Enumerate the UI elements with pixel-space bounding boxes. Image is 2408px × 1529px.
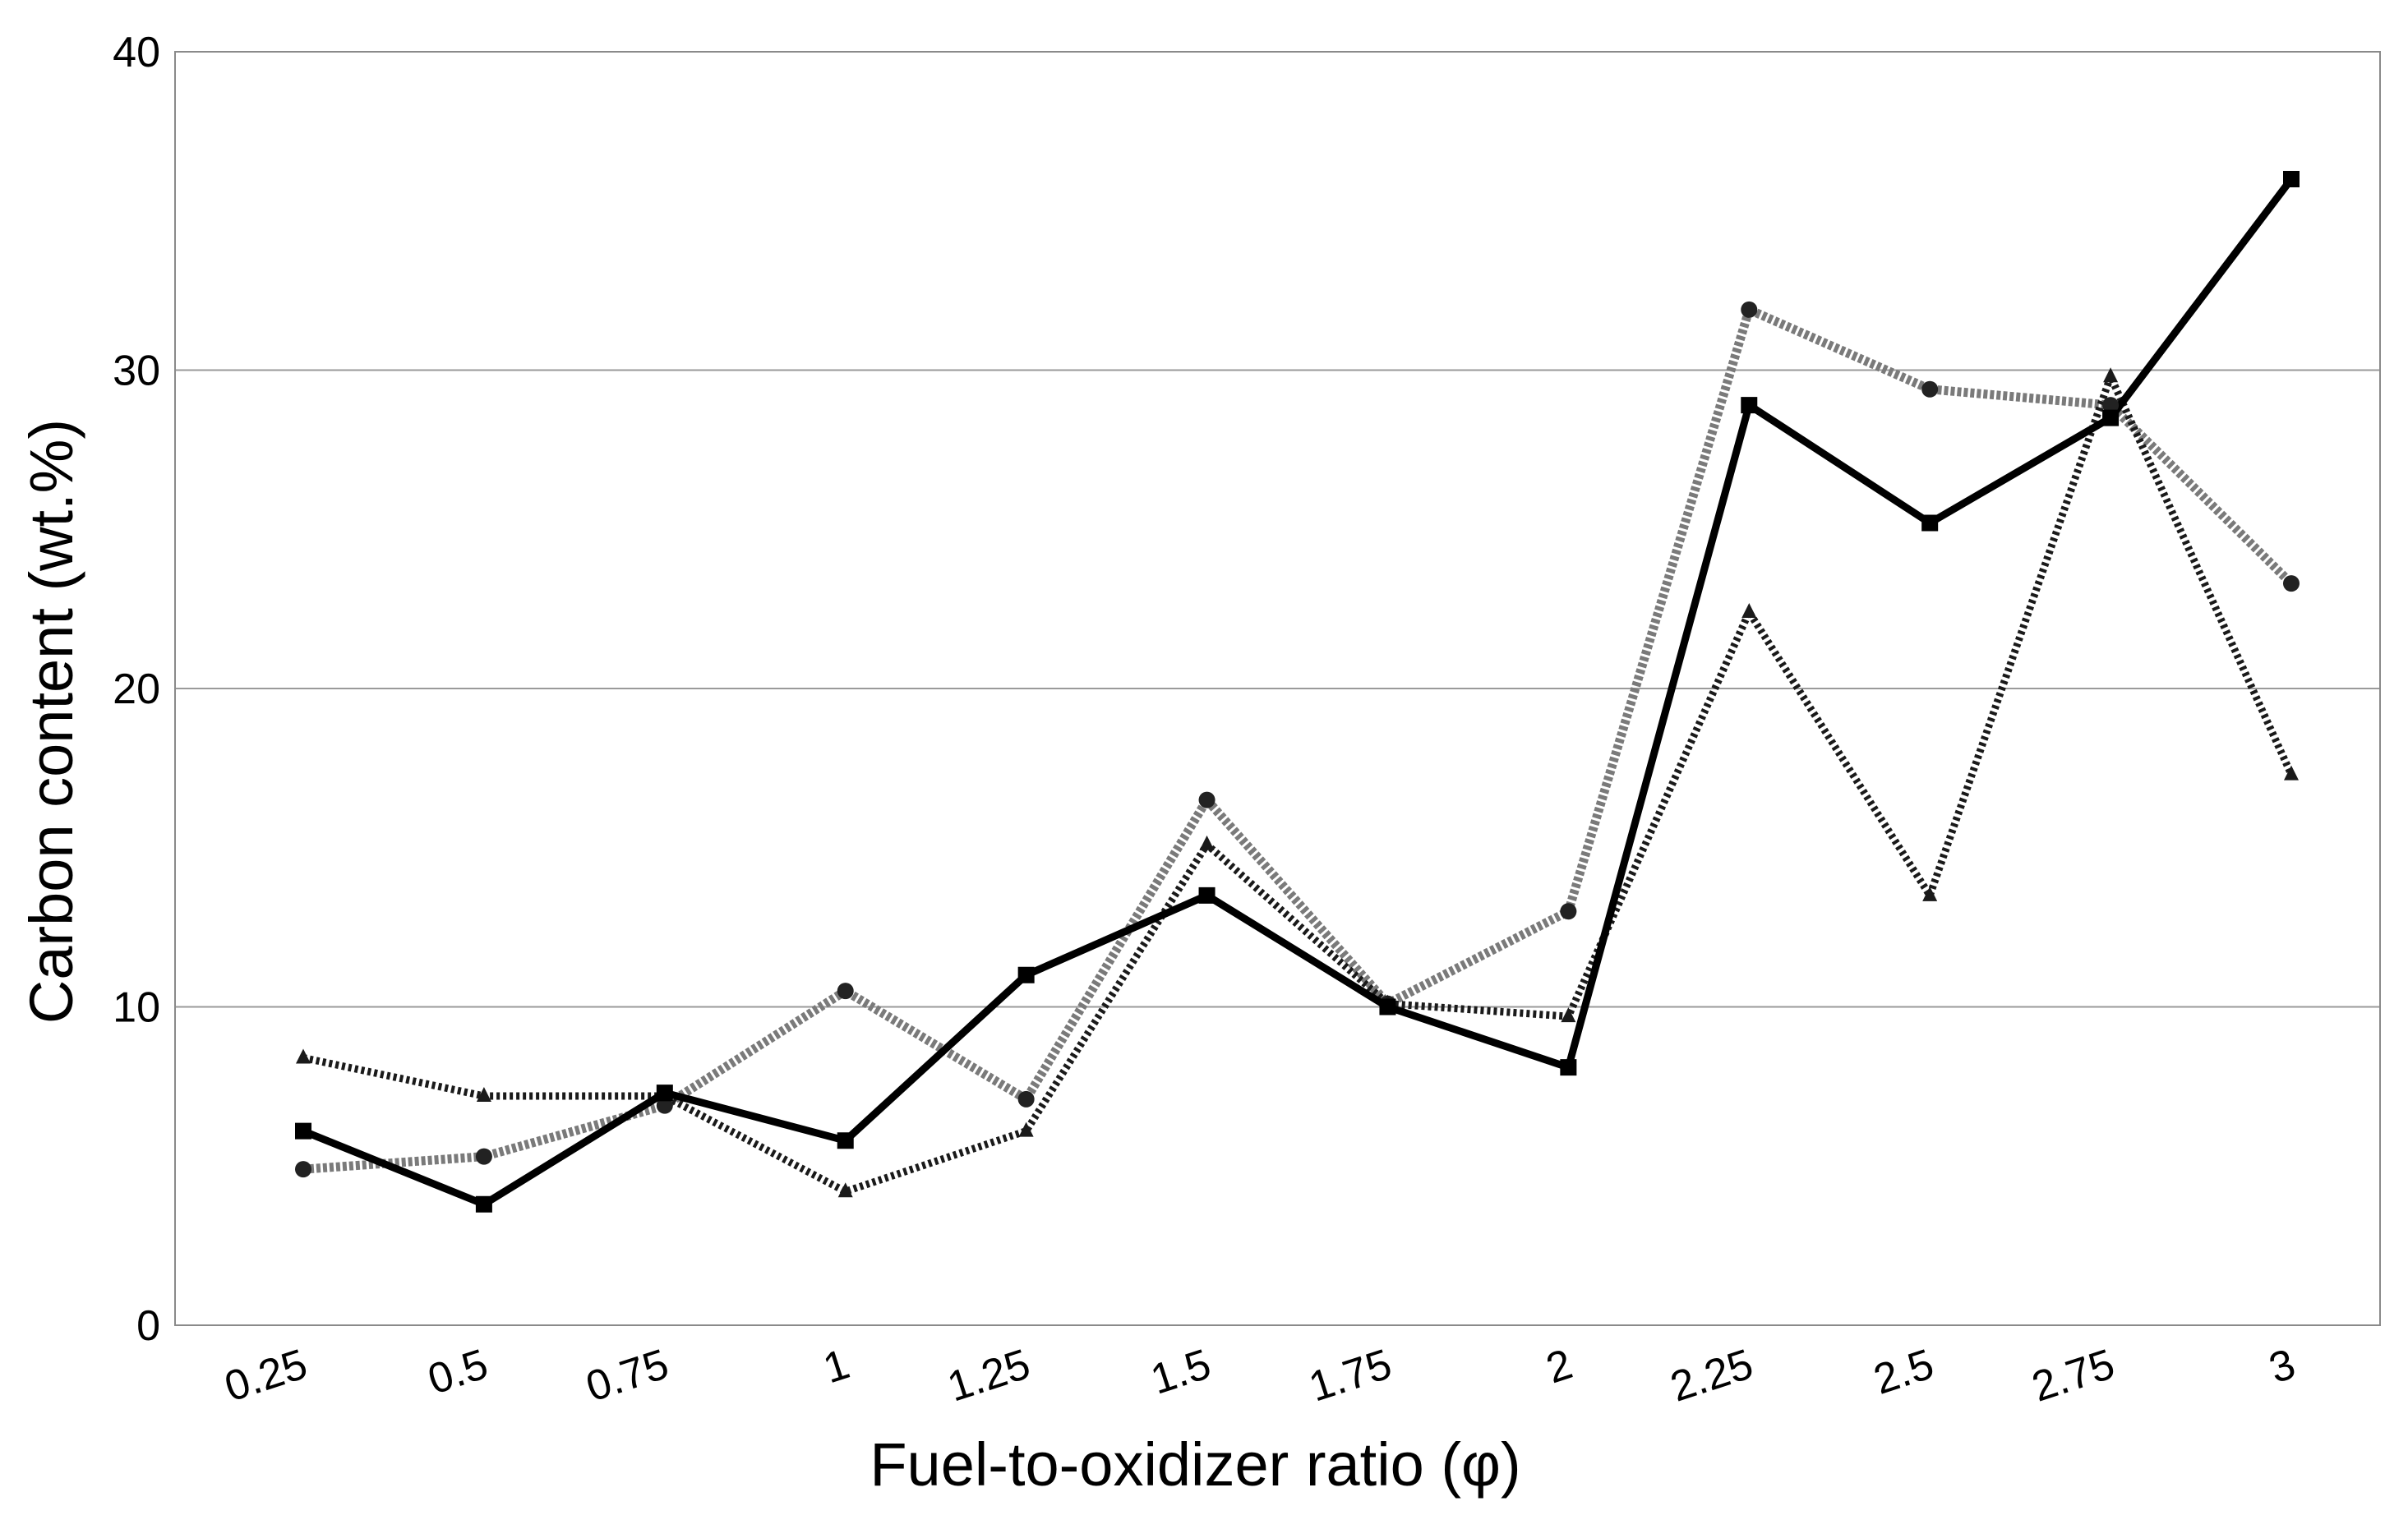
data-point-s3-1 <box>837 1182 853 1198</box>
y-tick-label: 30 <box>113 348 160 395</box>
y-tick-label: 10 <box>113 984 160 1032</box>
y-tick-label: 20 <box>113 665 160 713</box>
data-point-s1-0.25 <box>295 1122 311 1140</box>
data-point-s2-2.25 <box>1741 301 1758 318</box>
y-axis-tick-labels: 0 10 20 30 40 <box>113 29 160 1350</box>
data-point-s1-1.25 <box>1017 966 1035 983</box>
series-line-1 <box>302 177 2295 1209</box>
data-point-s1-0.75 <box>656 1085 673 1102</box>
data-point-s1-2 <box>1560 1059 1577 1076</box>
data-point-s1-0.5 <box>475 1195 492 1213</box>
data-point-s1-1.75 <box>1379 998 1396 1015</box>
data-point-s1-2.75 <box>2102 409 2120 426</box>
data-point-s3-1.25 <box>1018 1121 1034 1137</box>
data-point-s2-0.5 <box>475 1148 492 1165</box>
y-tick-label: 0 <box>136 1302 160 1350</box>
data-point-s2-1 <box>837 983 854 1000</box>
data-point-s3-0.25 <box>296 1048 311 1064</box>
y-tick-label: 40 <box>113 29 160 76</box>
data-point-s3-2.75 <box>2103 367 2119 383</box>
data-point-s2-2.5 <box>1921 380 1939 398</box>
data-point-s3-0.5 <box>476 1087 491 1102</box>
data-point-s1-1 <box>837 1132 854 1149</box>
data-point-s2-1.5 <box>1198 791 1216 808</box>
series-line-3 <box>302 366 2295 1196</box>
data-point-s3-2.25 <box>1741 603 1757 618</box>
data-markers <box>295 171 2300 1213</box>
y-axis-title: Carbon content (wt.%) <box>17 419 85 1024</box>
data-point-s3-2.5 <box>1922 886 1938 901</box>
data-point-s2-0.25 <box>295 1161 311 1178</box>
series-lines <box>302 177 2295 1209</box>
data-point-s1-1.5 <box>1198 887 1216 904</box>
data-point-s2-3 <box>2283 575 2300 592</box>
data-point-s1-2.25 <box>1741 397 1758 414</box>
data-point-s1-3 <box>2283 171 2300 187</box>
data-point-s3-2 <box>1561 1007 1576 1023</box>
data-point-s3-3 <box>2284 765 2299 781</box>
data-point-s2-2 <box>1560 903 1577 920</box>
data-point-s3-1.5 <box>1199 835 1215 850</box>
data-point-s2-2.75 <box>2102 397 2120 414</box>
x-axis-title: Fuel-to-oxidizer ratio (φ) <box>870 1430 1520 1499</box>
plot-area-frame <box>174 51 2381 1326</box>
data-point-s1-2.5 <box>1921 514 1939 532</box>
data-point-s2-1.25 <box>1017 1090 1035 1108</box>
